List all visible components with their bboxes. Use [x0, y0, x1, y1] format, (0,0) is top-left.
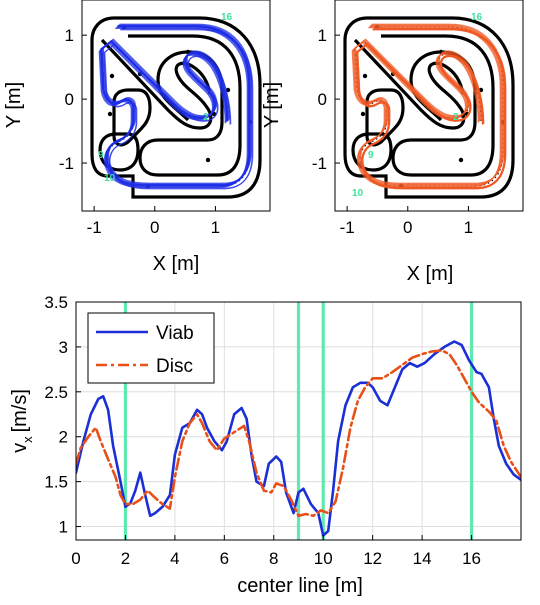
track-marker-10: 10 — [104, 173, 116, 184]
x-tick-label: 1 — [464, 218, 473, 237]
track-marker-10: 10 — [352, 188, 364, 199]
y-axis-label: vx [m/s] — [9, 389, 35, 453]
legend-label-disc: Disc — [156, 356, 193, 377]
x-axis-label: X [m] — [407, 263, 454, 285]
y-tick-label: -1 — [312, 154, 327, 173]
track-marker-2: 2 — [203, 112, 209, 123]
y-tick-label: 1 — [65, 26, 74, 45]
x-tick-label: 8 — [269, 549, 278, 568]
y-tick-label: 1.5 — [44, 473, 68, 492]
axis-ticks: -1 0 110-1 — [312, 26, 473, 237]
y-axis-label: Y [m] — [261, 82, 283, 128]
track-marker-9: 9 — [98, 150, 104, 161]
track-plot-disc: -1 0 110-1 16 2 9 10 X [m] Y [m] — [261, 0, 524, 285]
x-tick-label: 4 — [170, 549, 179, 568]
track-plot-viab: -1 0 110-1 16 2 9 10 X [m] Y [m] — [3, 0, 271, 275]
axis-ticks: 0 2 4 6 8 10 12 14 16 1 1.5 2 2.5 3 3.5 — [44, 293, 481, 568]
x-tick-label: 2 — [121, 549, 130, 568]
x-axis-label: center line [m] — [237, 575, 363, 597]
trajectory-lap — [355, 29, 505, 190]
y-tick-label: 2.5 — [44, 383, 68, 402]
y-label-sub: x — [20, 436, 35, 443]
x-tick-label: 12 — [363, 549, 382, 568]
x-tick-label: 14 — [413, 549, 432, 568]
legend: Viab Disc — [87, 312, 215, 384]
x-tick-label: -1 — [87, 218, 102, 237]
trajectory-viab — [98, 23, 254, 190]
y-tick-label: 1 — [59, 518, 68, 537]
x-axis-label: X [m] — [153, 253, 200, 275]
x-tick-label: 6 — [220, 549, 229, 568]
trajectory-lap — [355, 23, 505, 184]
series-lines — [76, 340, 521, 537]
track-marker-9: 9 — [368, 150, 374, 161]
y-label-main: v — [9, 443, 31, 453]
track-marker-16: 16 — [471, 12, 483, 23]
y-tick-label: -1 — [59, 154, 74, 173]
y-tick-label: 3 — [59, 338, 68, 357]
x-tick-label: 16 — [462, 549, 481, 568]
legend-box — [87, 312, 215, 384]
y-axis-label: Y [m] — [3, 82, 25, 128]
x-tick-label: -1 — [340, 218, 355, 237]
series-line-disc — [76, 349, 521, 518]
trajectory-lap — [100, 26, 250, 187]
trajectory-disc — [351, 23, 507, 190]
y-tick-label: 0 — [65, 90, 74, 109]
track-marker-16: 16 — [221, 12, 233, 23]
y-tick-label: 2 — [59, 428, 68, 447]
y-tick-label: 3.5 — [44, 293, 68, 312]
axis-ticks: -1 0 110-1 — [59, 26, 220, 237]
velocity-plot: 0 2 4 6 8 10 12 14 16 1 1.5 2 2.5 3 3.5 Viab Disc cent… — [9, 293, 522, 597]
y-tick-label: 1 — [318, 26, 327, 45]
x-tick-label: 10 — [314, 549, 333, 568]
x-tick-label: 0 — [71, 549, 80, 568]
plot-frame — [75, 301, 522, 541]
track-marker-2: 2 — [453, 112, 459, 123]
x-tick-label: 0 — [150, 218, 159, 237]
svg-text:vx[m/s]: vx [m/s] — [9, 389, 35, 453]
trajectory-lap — [102, 23, 252, 184]
x-tick-label: 0 — [403, 218, 412, 237]
x-tick-label: 1 — [211, 218, 220, 237]
legend-label-viab: Viab — [156, 323, 194, 344]
y-label-unit: [m/s] — [9, 389, 31, 432]
y-tick-label: 0 — [318, 90, 327, 109]
